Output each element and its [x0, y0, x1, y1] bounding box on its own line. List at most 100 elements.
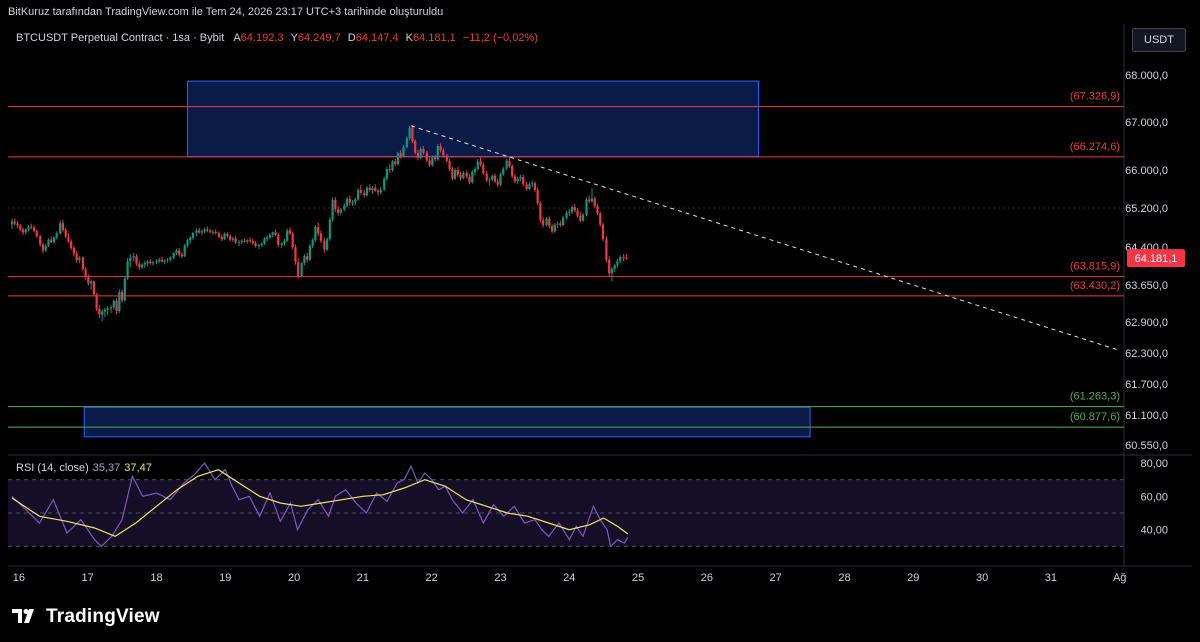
candle-body	[248, 240, 252, 242]
candle-body	[359, 189, 362, 193]
candle-body	[160, 259, 164, 262]
logo-text: TradingView	[46, 606, 160, 627]
symbol-name[interactable]: BTCUSDT Perpetual Contract · 1sa · Bybit	[16, 32, 225, 44]
candle-body	[482, 164, 485, 174]
candle-body	[351, 202, 354, 204]
candle-body	[493, 175, 497, 182]
candle-body	[539, 203, 542, 221]
candle-body	[556, 223, 559, 225]
candle-body	[103, 309, 106, 312]
candle-body	[120, 291, 124, 301]
candle-body	[445, 155, 448, 161]
candle-body	[570, 207, 574, 212]
candle-body	[379, 189, 382, 193]
candle-body	[419, 148, 422, 158]
candle-body	[363, 192, 366, 196]
candle-body	[579, 215, 582, 221]
candle-body	[277, 234, 280, 246]
price-tick-label: 63.650,0	[1125, 280, 1168, 292]
candle-body	[135, 256, 138, 264]
candle-body	[209, 230, 212, 233]
candle-body	[231, 238, 234, 240]
rsi-tick-label: 60,00	[1140, 491, 1168, 503]
candle-body	[531, 183, 534, 185]
candle-body	[608, 259, 611, 274]
candle-body	[431, 157, 434, 166]
price-tick-label: 65.200,0	[1125, 203, 1168, 215]
candle-body	[200, 231, 203, 233]
candle-body	[195, 230, 198, 233]
candle-body	[459, 174, 462, 179]
rsi-ma-value: 37,47	[124, 462, 152, 474]
candle-body	[237, 242, 241, 244]
zone-box-2[interactable]	[83, 406, 811, 438]
candle-body	[448, 160, 451, 170]
footer	[0, 596, 1200, 642]
rsi-tick-label: 80,00	[1140, 458, 1168, 470]
candle-body	[502, 168, 505, 175]
candle-body	[234, 238, 237, 243]
rsi-legend: RSI (14, close) 35,37 37,47	[16, 462, 152, 474]
rsi-label[interactable]: RSI (14, close)	[16, 462, 89, 474]
currency-button[interactable]: USDT	[1132, 28, 1186, 52]
candle-body	[610, 268, 614, 274]
candle-body	[191, 232, 195, 238]
candle-body	[280, 243, 283, 246]
candle-body	[542, 220, 545, 226]
candle-body	[356, 189, 360, 200]
candle-body	[559, 223, 562, 226]
time-tick-label: 16	[13, 572, 25, 584]
candle-body	[522, 177, 525, 185]
trend-line[interactable]	[410, 125, 1120, 351]
candle-body	[263, 238, 266, 244]
candle-body	[599, 213, 602, 225]
rsi-line[interactable]	[11, 461, 629, 548]
candle-body	[368, 187, 371, 190]
candle-body	[374, 188, 377, 191]
time-tick-label: 19	[219, 572, 231, 584]
change-value: −11,2 (−0,02%)	[462, 32, 538, 44]
candle-body	[44, 245, 47, 251]
horizontal-level-label: (63.430,2)	[1070, 280, 1120, 292]
candle-body	[337, 208, 340, 213]
candle-body	[511, 166, 514, 177]
candle-body	[416, 152, 420, 158]
candle-body	[436, 146, 439, 160]
candle-body	[260, 243, 263, 246]
candle-body	[405, 138, 409, 147]
candle-body	[19, 225, 22, 230]
candle-body	[64, 229, 67, 237]
candle-body	[605, 239, 608, 260]
chart-attribution: BitKuruz tarafından TradingView.com ile …	[0, 0, 1200, 24]
candle-body	[61, 223, 65, 230]
candle-body	[52, 237, 56, 243]
candle-body	[95, 294, 98, 309]
candle-body	[98, 308, 101, 315]
candle-body	[408, 127, 411, 139]
candle-body	[254, 243, 257, 247]
candle-body	[67, 236, 70, 242]
price-chart[interactable]: (67.326,9) (66.274,6) (63.815,9) (63.430,2)…	[0, 0, 1200, 596]
horizontal-level-label: (67.326,9)	[1070, 91, 1120, 103]
candle-body	[402, 146, 405, 157]
price-tick-label: 67.000,0	[1125, 117, 1168, 129]
candle-body	[516, 178, 519, 182]
zone-box-1[interactable]	[186, 80, 759, 158]
candle-body	[411, 127, 414, 142]
candle-body	[548, 218, 551, 227]
candle-body	[109, 307, 113, 309]
candle-body	[72, 248, 76, 254]
candle-body	[169, 257, 172, 260]
time-tick-label: 23	[494, 572, 506, 584]
time-tick-label: 29	[907, 572, 919, 584]
tradingview-logo[interactable]: TradingView	[12, 602, 160, 632]
candle-body	[553, 224, 556, 232]
candle-body	[132, 256, 135, 258]
rsi-ma-line[interactable]	[11, 469, 629, 537]
candle-body	[59, 223, 62, 234]
candle-body	[228, 236, 232, 240]
rsi-value: 35,37	[92, 462, 121, 474]
candle-body	[485, 173, 488, 181]
candle-body	[21, 229, 25, 233]
candle-body	[425, 152, 428, 161]
